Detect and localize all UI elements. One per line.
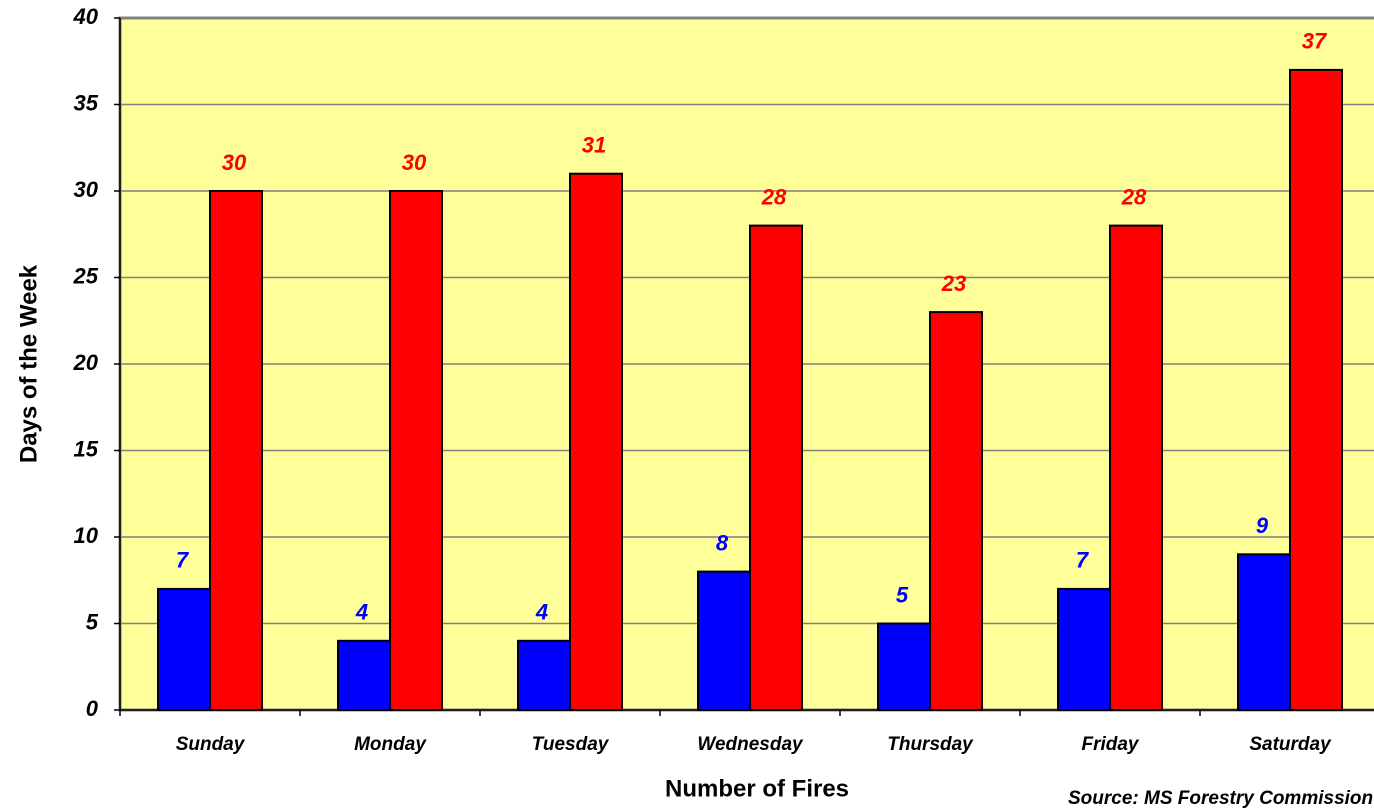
bar <box>337 639 391 711</box>
value-label: 4 <box>355 600 368 625</box>
value-label: 7 <box>176 548 190 573</box>
value-label: 23 <box>941 271 966 296</box>
value-label: 5 <box>896 582 909 607</box>
bar <box>1057 587 1111 712</box>
value-label: 30 <box>402 150 427 175</box>
value-label: 28 <box>1121 184 1147 209</box>
value-label: 37 <box>1302 29 1328 54</box>
x-tick-label: Friday <box>1081 734 1139 755</box>
y-tick-label: 25 <box>73 263 99 288</box>
bar <box>1237 553 1291 711</box>
value-label: 28 <box>761 184 787 209</box>
value-label: 7 <box>1076 548 1090 573</box>
y-axis-title: Days of the Week <box>15 264 42 463</box>
value-label: 4 <box>535 600 548 625</box>
y-tick-label: 40 <box>73 4 99 29</box>
x-tick-label: Saturday <box>1249 734 1332 755</box>
x-tick-label: Sunday <box>176 734 246 755</box>
bar <box>1289 68 1343 711</box>
x-tick-label: Tuesday <box>532 734 610 755</box>
bar <box>389 190 443 711</box>
value-label: 31 <box>582 133 606 158</box>
bar <box>749 224 803 711</box>
y-tick-label: 20 <box>73 350 99 375</box>
x-tick-label: Monday <box>354 734 427 755</box>
y-tick-label: 35 <box>74 90 99 115</box>
bar <box>929 311 983 711</box>
y-tick-label: 0 <box>86 696 99 721</box>
bar <box>1109 224 1163 711</box>
y-tick-label: 30 <box>74 177 99 202</box>
bar <box>877 622 931 711</box>
y-tick-label: 5 <box>86 609 99 634</box>
value-label: 9 <box>1256 513 1269 538</box>
source-note: Source: MS Forestry Commission <box>1068 788 1373 809</box>
x-tick-label: Wednesday <box>697 734 804 755</box>
bar <box>157 587 211 712</box>
bar <box>517 639 571 711</box>
value-label: 30 <box>222 150 247 175</box>
x-axis-title: Number of Fires <box>665 775 849 802</box>
value-label: 8 <box>716 530 729 555</box>
bar <box>569 172 623 711</box>
bar <box>697 570 751 711</box>
bar <box>209 190 263 711</box>
y-tick-label: 10 <box>74 523 99 548</box>
x-tick-label: Thursday <box>887 734 974 755</box>
y-tick-label: 15 <box>74 436 99 461</box>
